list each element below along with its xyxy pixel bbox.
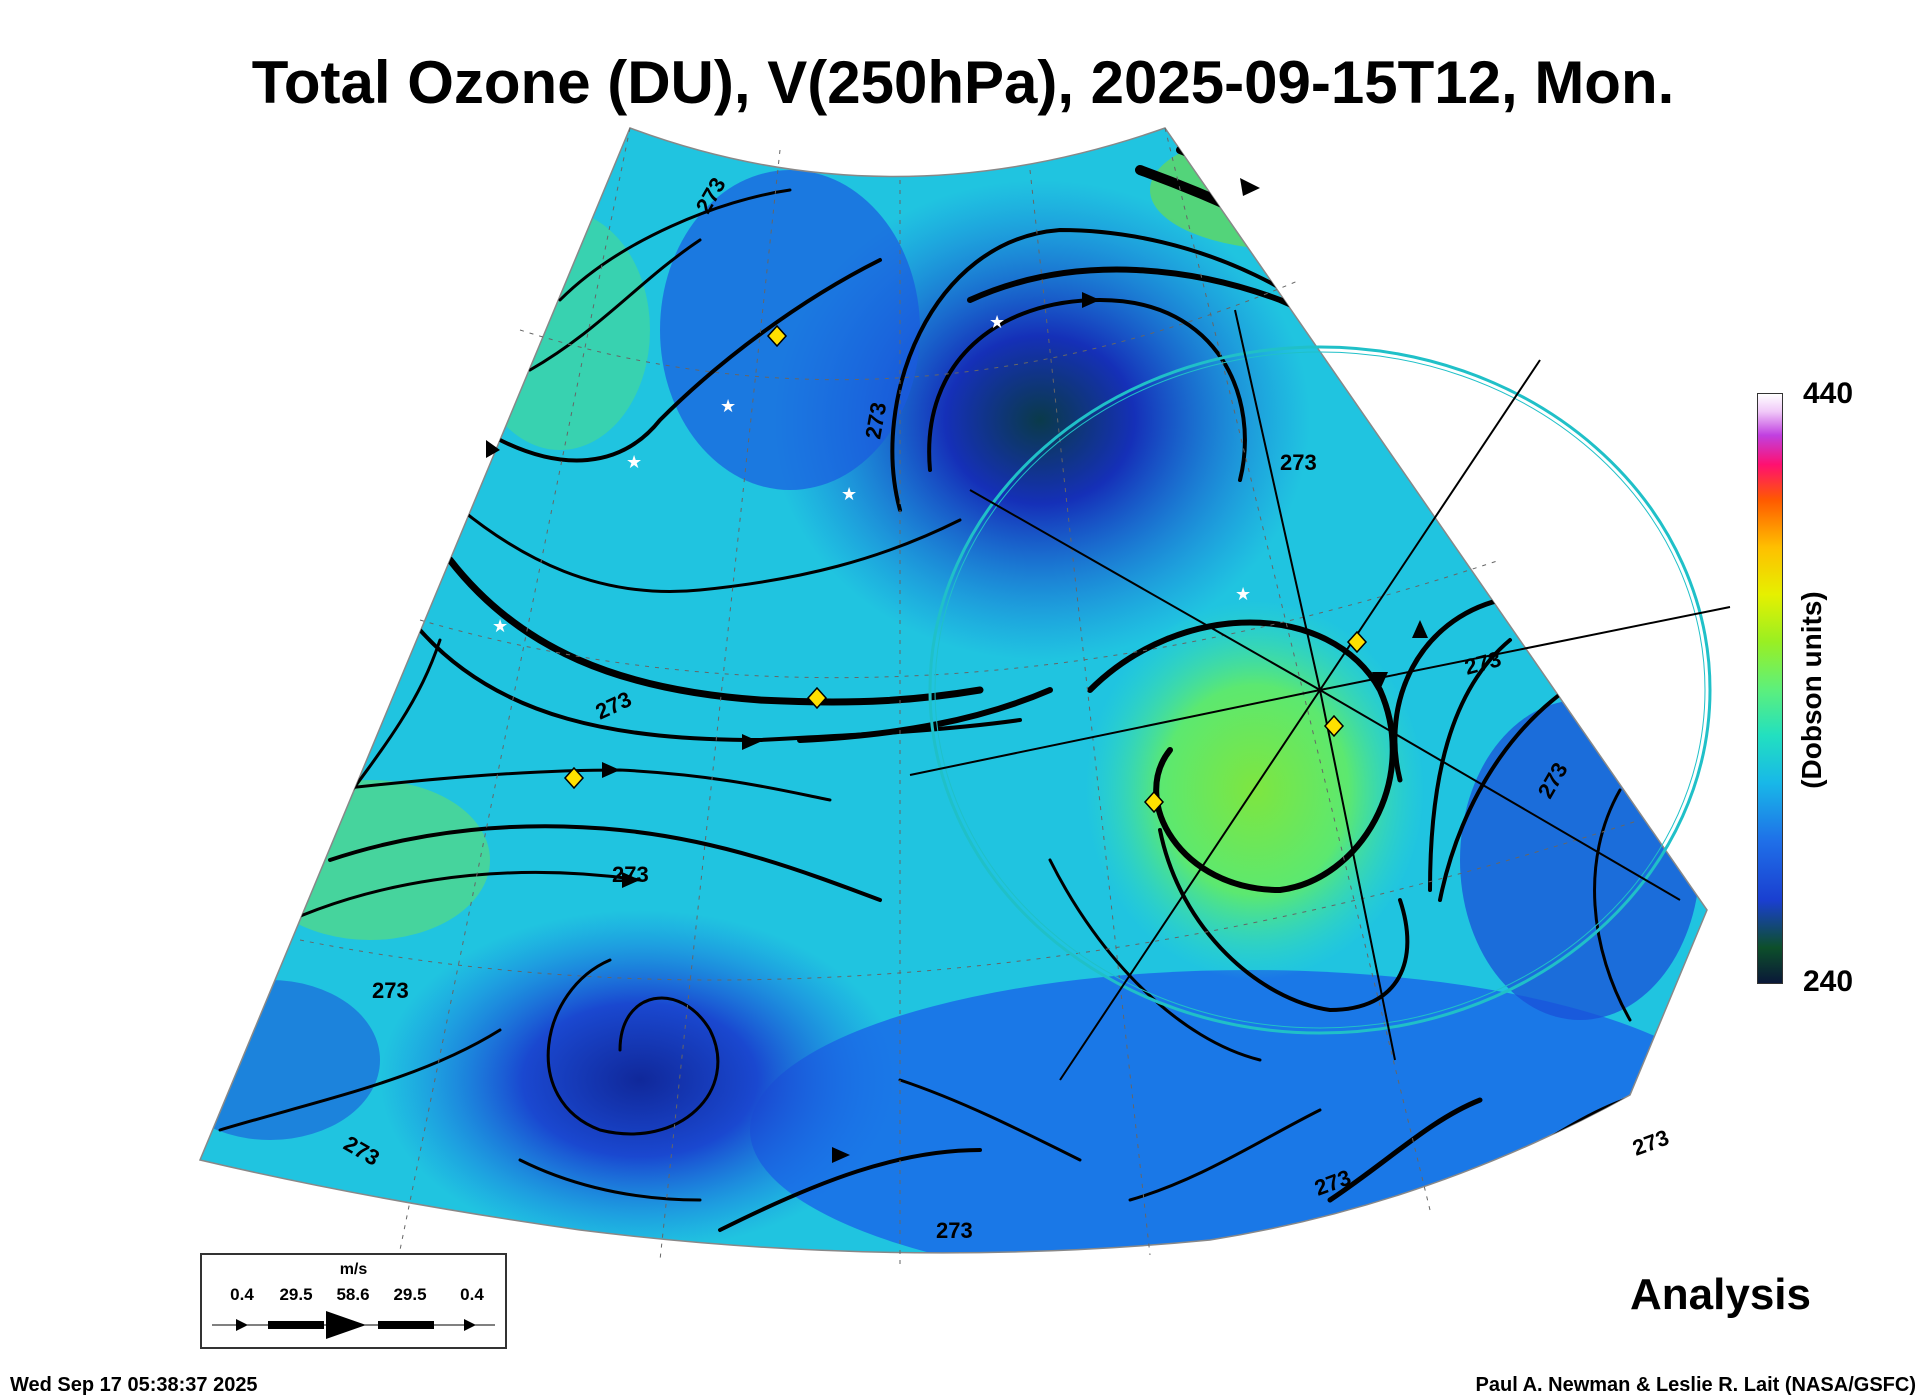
highlight-circle xyxy=(928,345,1712,1035)
wind-key-value: 29.5 xyxy=(279,1285,313,1304)
svg-text:★: ★ xyxy=(492,616,508,637)
contour-label: 273 xyxy=(612,862,649,887)
colorbar xyxy=(1757,393,1783,984)
colorbar-min-label: 240 xyxy=(1803,965,1854,998)
contour-label: 273 xyxy=(1629,1125,1672,1161)
svg-text:★: ★ xyxy=(841,484,857,505)
wind-streamlines xyxy=(218,146,1662,1232)
wind-key-arrows xyxy=(212,1311,495,1339)
wind-key-value: 29.5 xyxy=(393,1285,427,1304)
credit-line: Paul A. Newman & Leslie R. Lait (NASA/GS… xyxy=(1475,1374,1916,1396)
contour-label: 273 xyxy=(372,978,409,1003)
map-title: Total Ozone (DU), V(250hPa), 2025-09-15T… xyxy=(251,49,1675,116)
wind-key-value: 0.4 xyxy=(230,1285,254,1304)
svg-text:★: ★ xyxy=(626,452,642,473)
cross-section-lines xyxy=(909,309,1731,1081)
map-boundary xyxy=(198,127,1708,1254)
analysis-label: Analysis xyxy=(1630,1270,1811,1319)
contour-label: 273 xyxy=(1280,450,1317,475)
colorbar-max-label: 440 xyxy=(1803,377,1854,410)
colorbar-unit-label: (Dobson units) xyxy=(1796,591,1827,789)
contour-label: 273 xyxy=(936,1218,973,1243)
wind-key: m/s 0.4 29.5 58.6 29.5 0.4 xyxy=(200,1253,507,1349)
render-timestamp: Wed Sep 17 05:38:37 2025 xyxy=(10,1374,258,1396)
star-markers: ★ ★ ★ ★ ★ ★ ★ xyxy=(492,312,1473,637)
graticule xyxy=(299,127,1641,1265)
streamline-arrowheads xyxy=(486,178,1428,1163)
ozone-field xyxy=(200,128,1707,1253)
wind-key-value: 0.4 xyxy=(460,1285,484,1304)
svg-text:★: ★ xyxy=(989,312,1005,333)
svg-text:★: ★ xyxy=(1235,584,1251,605)
station-markers xyxy=(563,324,1368,814)
svg-text:★: ★ xyxy=(720,396,736,417)
wind-key-value: 58.6 xyxy=(336,1285,370,1304)
svg-text:★: ★ xyxy=(1457,534,1473,555)
wind-key-unit: m/s xyxy=(339,1261,368,1278)
